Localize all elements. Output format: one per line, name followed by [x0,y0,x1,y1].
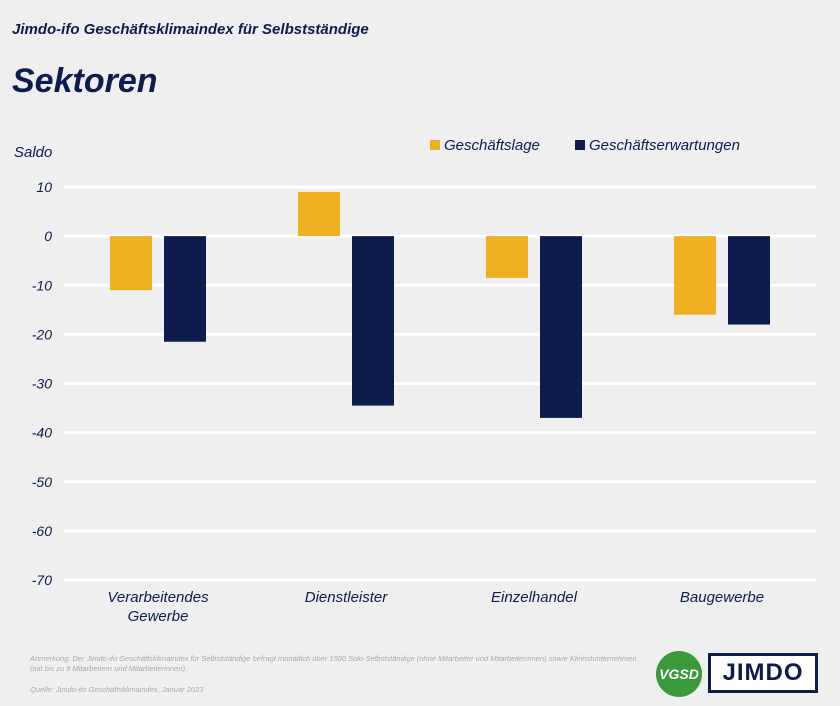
bar-geschaeftserwartungen [352,236,394,406]
chart-subtitle: Jimdo-ifo Geschäftsklimaindex für Selbst… [12,21,369,38]
bar-geschaeftserwartungen [164,236,206,342]
x-tick-label: Einzelhandel [491,589,578,606]
x-axis-labels: Verarbeitendes Gewerbe Dienstleister Einzel… [107,589,764,625]
jimdo-logo-text: JIMDO [722,659,804,686]
legend-swatch [575,140,585,150]
y-tick-label: -50 [32,474,52,490]
y-tick-label: -40 [32,425,52,441]
vgsd-logo-text: VGSD [659,666,699,682]
legend-swatch [430,140,440,150]
jimdo-logo: JIMDO [708,653,818,693]
bar-geschaeftslage [110,236,152,291]
bars [110,191,770,418]
y-axis-ticks: 10 0 -10 -20 -30 -40 -50 -60 -70 [32,179,52,588]
y-axis-label: Saldo [14,144,52,161]
y-tick-label: -20 [32,326,52,342]
x-tick-label: Dienstleister [305,589,389,606]
bar-geschaeftserwartungen [728,236,770,325]
bar-chart: 10 0 -10 -20 -30 -40 -50 -60 -70 Saldo Verarbeit… [14,137,816,625]
bar-geschaeftserwartungen [540,236,582,418]
chart-title: Sektoren [12,62,158,100]
bar-geschaeftslage [486,236,528,278]
y-tick-label: -10 [32,277,52,293]
vgsd-logo: VGSD [656,651,702,697]
y-tick-label: -60 [32,523,52,539]
legend-label: Geschäftserwartungen [589,137,740,154]
y-tick-label: -30 [32,376,52,392]
legend: Geschäftslage Geschäftserwartungen [430,137,740,154]
bar-geschaeftslage [298,191,340,237]
x-tick-label: Verarbeitendes Gewerbe [107,589,209,625]
source-note: Quelle: Jimdo-ifo Geschäftsklimaindex, J… [30,685,204,694]
y-tick-label: 10 [36,179,52,195]
bar-geschaeftslage [674,236,716,315]
x-tick-label: Baugewerbe [680,589,764,606]
legend-label: Geschäftslage [444,137,540,154]
footnote: Anmerkung: Der Jimdo-ifo Geschäftsklimai… [30,654,637,673]
y-tick-label: -70 [32,572,52,588]
gridlines [64,185,816,582]
y-tick-label: 0 [44,228,52,244]
